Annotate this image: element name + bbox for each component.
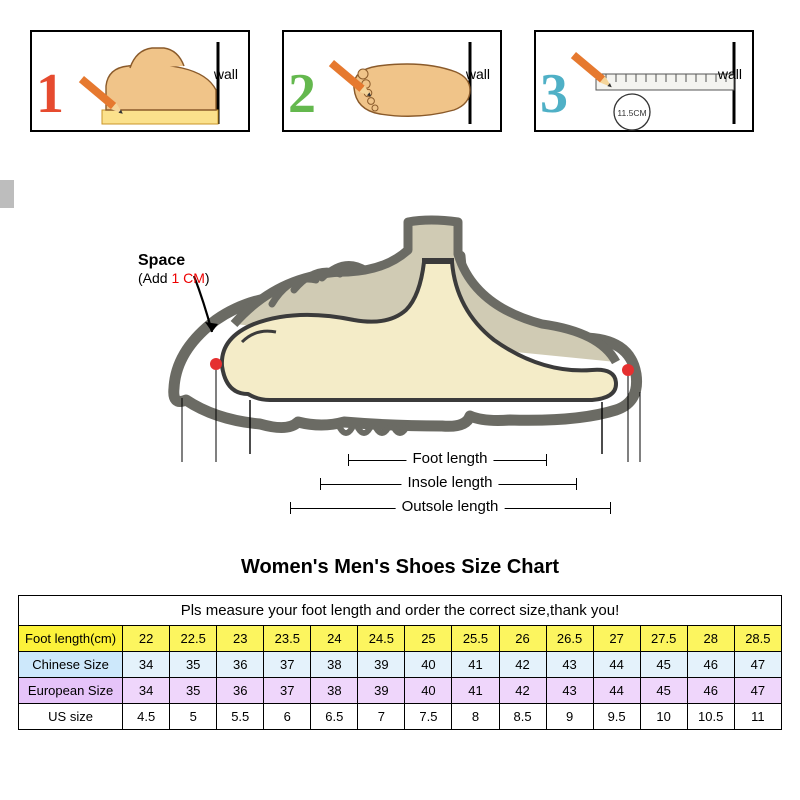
foot-length-label: Foot length <box>406 450 493 467</box>
size-cell: 35 <box>170 652 217 678</box>
size-cell: 22.5 <box>170 626 217 652</box>
size-cell: 10 <box>640 704 687 730</box>
length-labels: Foot length Insole length Outsole length <box>290 450 610 522</box>
outsole-length-row: Outsole length <box>290 498 610 518</box>
size-cell: 27 <box>593 626 640 652</box>
row-label: Chinese Size <box>19 652 123 678</box>
outsole-length-label: Outsole length <box>396 498 505 515</box>
size-cell: 45 <box>640 652 687 678</box>
size-cell: 46 <box>687 678 734 704</box>
size-cell: 7 <box>358 704 405 730</box>
table-row: Chinese Size3435363738394041424344454647 <box>19 652 782 678</box>
size-cell: 7.5 <box>405 704 452 730</box>
step-2-panel: 2 wall <box>282 30 502 132</box>
size-cell: 42 <box>499 678 546 704</box>
size-cell: 44 <box>593 678 640 704</box>
table-row: US size4.555.566.577.588.599.51010.511 <box>19 704 782 730</box>
size-cell: 9 <box>546 704 593 730</box>
size-cell: 41 <box>452 678 499 704</box>
row-label: US size <box>19 704 123 730</box>
size-cell: 41 <box>452 652 499 678</box>
size-cell: 6 <box>264 704 311 730</box>
size-cell: 40 <box>405 678 452 704</box>
size-cell: 26.5 <box>546 626 593 652</box>
size-cell: 36 <box>217 678 264 704</box>
size-cell: 47 <box>734 652 781 678</box>
size-cell: 24.5 <box>358 626 405 652</box>
size-cell: 5.5 <box>217 704 264 730</box>
size-cell: 36 <box>217 652 264 678</box>
size-cell: 27.5 <box>640 626 687 652</box>
size-cell: 26 <box>499 626 546 652</box>
table-row: Foot length(cm)2222.52323.52424.52525.52… <box>19 626 782 652</box>
size-cell: 6.5 <box>311 704 358 730</box>
size-cell: 44 <box>593 652 640 678</box>
size-cell: 34 <box>123 678 170 704</box>
size-cell: 37 <box>264 678 311 704</box>
size-cell: 43 <box>546 652 593 678</box>
size-cell: 39 <box>358 652 405 678</box>
side-gray-marker <box>0 180 14 208</box>
space-label: Space (Add 1 CM) <box>138 252 210 288</box>
size-cell: 9.5 <box>593 704 640 730</box>
size-cell: 38 <box>311 678 358 704</box>
size-cell: 40 <box>405 652 452 678</box>
step2-foot-illustration <box>284 32 504 134</box>
size-cell: 24 <box>311 626 358 652</box>
size-cell: 25 <box>405 626 452 652</box>
step3-ruler-illustration: 11.5CM <box>536 32 756 134</box>
space-label-text: Space <box>138 252 185 269</box>
size-cell: 37 <box>264 652 311 678</box>
size-cell: 43 <box>546 678 593 704</box>
size-table: Foot length(cm)2222.52323.52424.52525.52… <box>18 625 782 730</box>
size-chart-subtitle: Pls measure your foot length and order t… <box>18 595 782 625</box>
space-add-note: (Add 1 CM) <box>138 270 210 286</box>
row-label: European Size <box>19 678 123 704</box>
wall-label: wall <box>214 66 238 82</box>
size-cell: 4.5 <box>123 704 170 730</box>
size-chart: Women's Men's Shoes Size Chart Pls measu… <box>18 556 782 730</box>
size-cell: 8 <box>452 704 499 730</box>
size-cell: 34 <box>123 652 170 678</box>
shoe-cross-section-svg <box>130 192 690 462</box>
size-chart-title: Women's Men's Shoes Size Chart <box>18 556 782 579</box>
size-cell: 42 <box>499 652 546 678</box>
step1-foot-illustration <box>32 32 252 134</box>
shoe-diagram: Space (Add 1 CM) <box>130 192 690 522</box>
size-cell: 11 <box>734 704 781 730</box>
table-row: European Size343536373839404142434445464… <box>19 678 782 704</box>
size-cell: 28 <box>687 626 734 652</box>
wall-label: wall <box>718 66 742 82</box>
size-cell: 5 <box>170 704 217 730</box>
measurement-steps: 1 wall 2 <box>30 30 754 132</box>
size-cell: 46 <box>687 652 734 678</box>
size-cell: 45 <box>640 678 687 704</box>
insole-length-row: Insole length <box>290 474 610 494</box>
size-cell: 8.5 <box>499 704 546 730</box>
insole-length-label: Insole length <box>401 474 498 491</box>
size-cell: 25.5 <box>452 626 499 652</box>
step-1-panel: 1 wall <box>30 30 250 132</box>
size-cell: 38 <box>311 652 358 678</box>
size-cell: 28.5 <box>734 626 781 652</box>
wall-label: wall <box>466 66 490 82</box>
size-cell: 35 <box>170 678 217 704</box>
circle-size-label: 11.5CM <box>617 108 646 118</box>
size-cell: 23 <box>217 626 264 652</box>
size-cell: 10.5 <box>687 704 734 730</box>
row-label: Foot length(cm) <box>19 626 123 652</box>
step-3-panel: 3 11.5CM wall <box>534 30 754 132</box>
size-cell: 39 <box>358 678 405 704</box>
size-cell: 23.5 <box>264 626 311 652</box>
size-cell: 47 <box>734 678 781 704</box>
size-cell: 22 <box>123 626 170 652</box>
foot-length-row: Foot length <box>290 450 610 470</box>
